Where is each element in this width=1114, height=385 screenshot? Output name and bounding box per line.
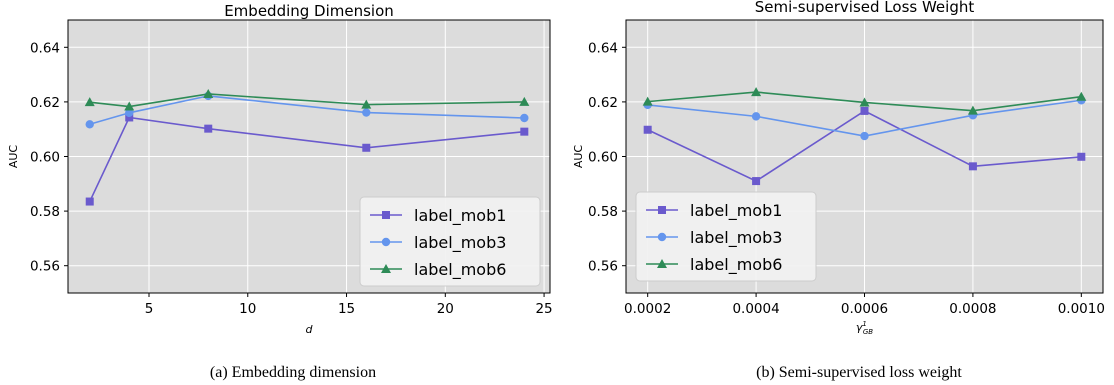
legend-swatch-marker [382, 211, 390, 219]
y-axis-label: AUC [572, 145, 585, 169]
data-point [642, 96, 653, 106]
legend-label: label_mob6 [690, 255, 782, 275]
chart-title: Embedding Dimension [224, 2, 394, 20]
data-point [125, 113, 134, 122]
figure-caption: (a) Embedding dimension [210, 364, 376, 381]
x-tick-label: 25 [535, 301, 552, 317]
data-point [519, 96, 530, 106]
data-point [125, 108, 134, 118]
y-tick-label: 0.58 [588, 204, 618, 220]
legend-label: label_mob1 [414, 206, 506, 226]
data-point [751, 112, 761, 121]
y-tick-label: 0.62 [30, 95, 60, 111]
data-point [1076, 91, 1087, 101]
y-tick-label: 0.64 [588, 40, 618, 56]
data-point [751, 87, 762, 97]
x-tick-label: 5 [145, 301, 154, 317]
data-point [362, 108, 371, 117]
data-point [85, 197, 94, 206]
series-label_mob6 [642, 87, 1087, 115]
series-label_mob1 [643, 106, 1086, 186]
data-point [968, 162, 977, 171]
chart-semi-supervised-loss-weight: 0.56 0.58 0.60 0.62 0.64 0.0002 0.0004 0.0006 0.… [572, 0, 1105, 381]
legend-label: label_mob3 [414, 233, 506, 253]
data-point [124, 101, 135, 111]
data-point [967, 105, 978, 115]
y-tick-label: 0.56 [30, 259, 60, 275]
y-tick-label: 0.56 [588, 259, 618, 275]
x-tick-label: 10 [239, 301, 256, 317]
x-tick-label: 0.0002 [624, 301, 671, 317]
data-point [860, 106, 869, 115]
data-point [752, 177, 761, 186]
y-tick-label: 0.62 [588, 95, 618, 111]
legend-swatch-marker [658, 206, 666, 214]
data-point [520, 127, 529, 136]
data-point [204, 124, 213, 133]
data-point [203, 88, 214, 98]
x-tick-label: 0.0010 [1058, 301, 1105, 317]
x-tick-label: 0.0008 [949, 301, 996, 317]
data-point [520, 113, 529, 123]
legend-swatch-marker [381, 237, 391, 247]
series-label_mob6 [84, 88, 530, 111]
x-axis-label: γ1 GB [856, 320, 873, 336]
legend-swatch-marker [657, 259, 667, 268]
y-tick-label: 0.60 [30, 150, 60, 166]
data-point [361, 99, 372, 109]
x-tick-label: 15 [338, 301, 355, 317]
y-tick-label: 0.64 [30, 40, 60, 56]
data-point [85, 120, 94, 129]
data-point [643, 125, 652, 134]
legend-label: label_mob1 [690, 201, 782, 221]
chart-title: Semi-supervised Loss Weight [755, 0, 975, 16]
legend-swatch-marker [657, 232, 667, 242]
x-tick-label: 20 [437, 301, 454, 317]
data-point [1077, 152, 1086, 161]
figure-caption: (b) Semi-supervised loss weight [756, 364, 962, 381]
legend-label: label_mob6 [414, 260, 506, 280]
y-axis-label: AUC [7, 145, 20, 169]
x-tick-label: 0.0006 [841, 301, 888, 317]
x-tick-label: 0.0004 [732, 301, 779, 317]
data-point [859, 97, 870, 107]
chart-embedding-dimension: 0.56 0.58 0.60 0.62 0.64 5 10 15 20 25 Embedding D… [7, 2, 553, 381]
x-axis-label: d [306, 323, 314, 336]
legend: label_mob1 label_mob3 label_mob6 [635, 191, 817, 282]
legend-swatch-marker [381, 264, 391, 273]
legend-label: label_mob3 [690, 228, 782, 248]
data-point [362, 143, 371, 152]
data-point [860, 131, 869, 141]
legend-box [359, 196, 541, 287]
series-label_mob1 [85, 113, 529, 206]
legend: label_mob1 label_mob3 label_mob6 [359, 196, 541, 287]
legend-box [635, 191, 817, 282]
data-point [84, 97, 95, 107]
y-tick-label: 0.58 [30, 204, 60, 220]
y-tick-label: 0.60 [588, 150, 618, 166]
